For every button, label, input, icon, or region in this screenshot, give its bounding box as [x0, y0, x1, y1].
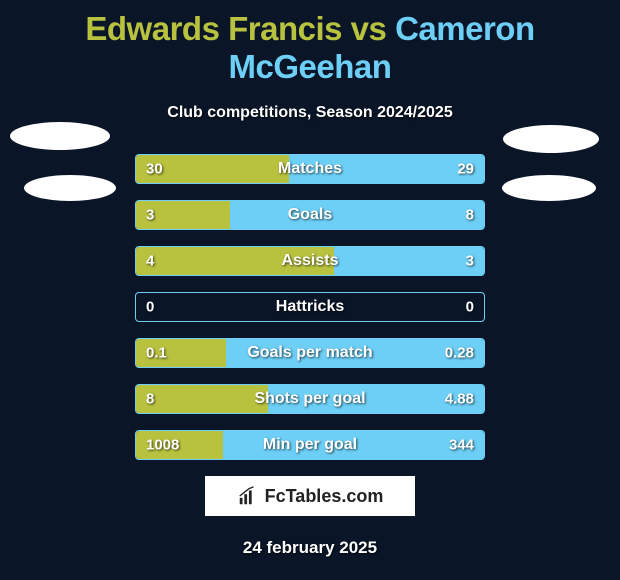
- bar-right: [334, 247, 484, 275]
- stat-label: Goals per match: [247, 344, 372, 362]
- stat-value-right: 0: [466, 299, 474, 316]
- stat-value-right: 3: [466, 253, 474, 270]
- stat-row: 8 4.88 Shots per goal: [135, 384, 485, 414]
- stat-row: 0 0 Hattricks: [135, 292, 485, 322]
- stat-value-right: 29: [457, 161, 474, 178]
- stat-value-right: 8: [466, 207, 474, 224]
- fctables-logo: FcTables.com: [205, 476, 415, 516]
- date-label: 24 february 2025: [0, 538, 620, 558]
- bar-right: [230, 201, 484, 229]
- bar-left: [136, 385, 268, 413]
- stat-label: Matches: [278, 160, 342, 178]
- stat-label: Min per goal: [263, 436, 357, 454]
- stat-label: Assists: [282, 252, 339, 270]
- stat-value-left: 30: [146, 161, 163, 178]
- stat-value-left: 0: [146, 299, 154, 316]
- stat-value-left: 1008: [146, 437, 179, 454]
- player1-name: Edwards Francis: [85, 10, 342, 47]
- decorative-ellipse: [10, 122, 110, 150]
- stat-value-right: 0.28: [445, 345, 474, 362]
- stat-label: Shots per goal: [254, 390, 365, 408]
- stat-row: 0.1 0.28 Goals per match: [135, 338, 485, 368]
- stat-row: 3 8 Goals: [135, 200, 485, 230]
- stat-label: Goals: [288, 206, 332, 224]
- subtitle: Club competitions, Season 2024/2025: [0, 104, 620, 122]
- stat-value-left: 4: [146, 253, 154, 270]
- stats-container: 30 29 Matches 3 8 Goals 4 3 Assists 0 0 Hattricks 0.…: [135, 154, 485, 460]
- comparison-title: Edwards Francis vs Cameron McGeehan: [0, 0, 620, 86]
- stat-row: 30 29 Matches: [135, 154, 485, 184]
- stat-value-left: 0.1: [146, 345, 167, 362]
- decorative-ellipse: [502, 175, 596, 201]
- stat-value-right: 4.88: [445, 391, 474, 408]
- stat-label: Hattricks: [276, 298, 344, 316]
- decorative-ellipse: [503, 125, 599, 153]
- chart-icon: [237, 485, 259, 507]
- stat-row: 1008 344 Min per goal: [135, 430, 485, 460]
- decorative-ellipse: [24, 175, 116, 201]
- stat-row: 4 3 Assists: [135, 246, 485, 276]
- stat-value-left: 3: [146, 207, 154, 224]
- vs-label: vs: [351, 10, 387, 47]
- stat-value-left: 8: [146, 391, 154, 408]
- logo-text: FcTables.com: [265, 486, 384, 507]
- stat-value-right: 344: [449, 437, 474, 454]
